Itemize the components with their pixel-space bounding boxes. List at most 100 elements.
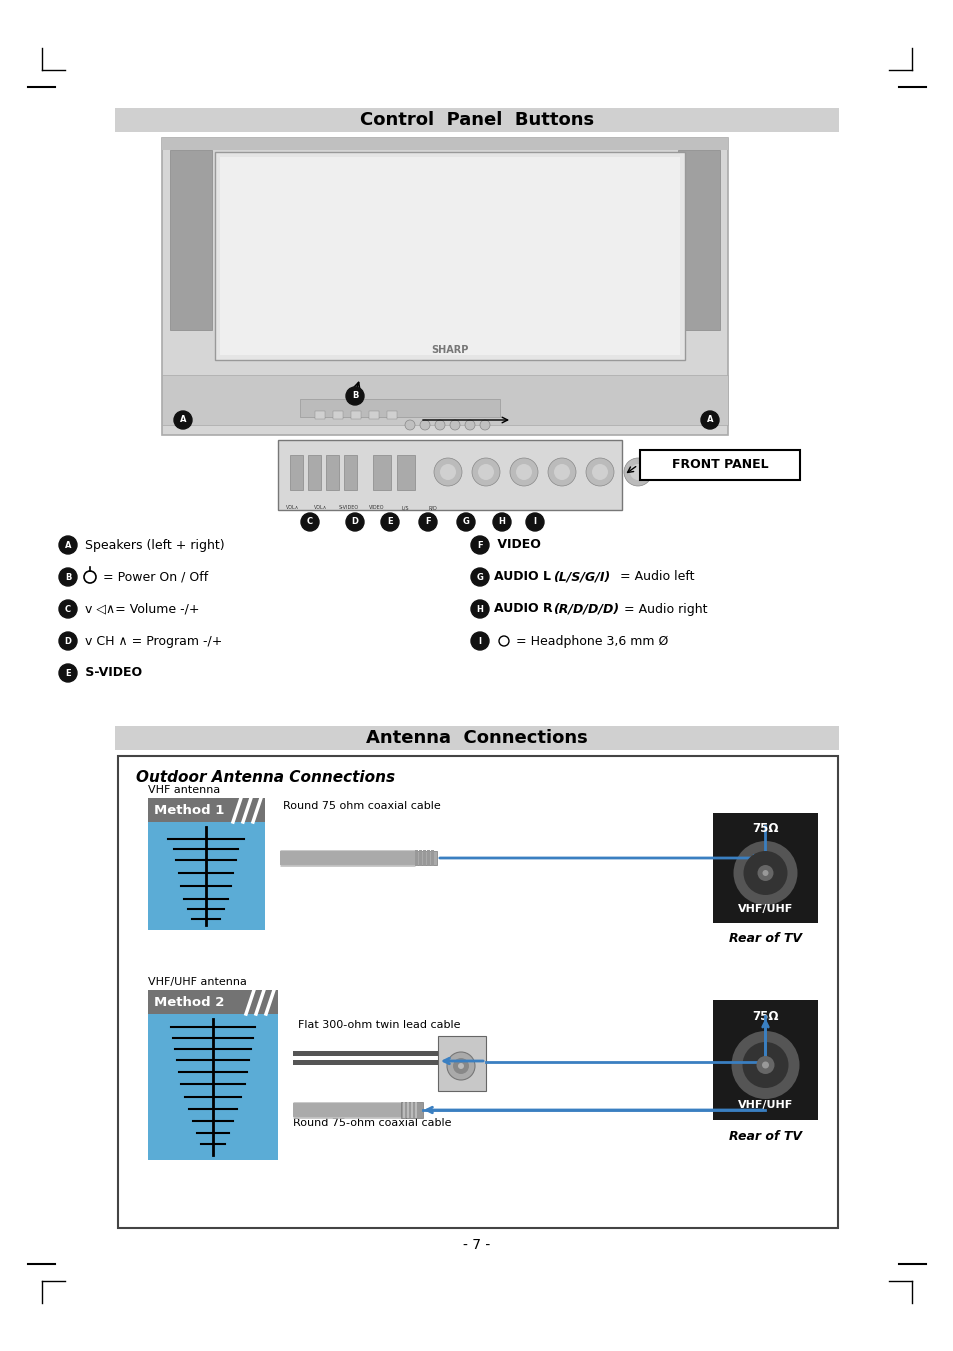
Circle shape bbox=[472, 458, 499, 486]
Bar bbox=[333, 411, 343, 419]
Bar bbox=[162, 138, 727, 150]
Circle shape bbox=[346, 513, 364, 531]
Text: AUDIO R: AUDIO R bbox=[494, 603, 557, 616]
Circle shape bbox=[464, 420, 475, 430]
Text: VOL∧: VOL∧ bbox=[314, 505, 327, 509]
Text: H: H bbox=[476, 604, 483, 613]
Text: (R/D/D/D): (R/D/D/D) bbox=[553, 603, 618, 616]
Circle shape bbox=[757, 865, 773, 881]
Text: Round 75 ohm coaxial cable: Round 75 ohm coaxial cable bbox=[283, 801, 440, 811]
Bar bbox=[118, 757, 837, 1228]
Bar bbox=[422, 850, 426, 866]
Text: S-VIDEO: S-VIDEO bbox=[81, 666, 142, 680]
Bar bbox=[170, 150, 212, 330]
Bar bbox=[308, 455, 320, 490]
Text: VOL∧: VOL∧ bbox=[286, 505, 299, 509]
Bar bbox=[369, 411, 378, 419]
Text: S-VIDEO: S-VIDEO bbox=[338, 505, 358, 509]
Text: G: G bbox=[476, 573, 483, 581]
Text: Method 1: Method 1 bbox=[153, 804, 224, 816]
Bar bbox=[351, 411, 360, 419]
Bar bbox=[407, 1102, 409, 1119]
Text: = Power On / Off: = Power On / Off bbox=[99, 570, 208, 584]
Circle shape bbox=[434, 458, 461, 486]
Bar bbox=[290, 455, 303, 490]
Bar bbox=[415, 1102, 417, 1119]
Text: B: B bbox=[352, 392, 357, 400]
Circle shape bbox=[623, 458, 651, 486]
Bar bbox=[344, 455, 356, 490]
Text: C: C bbox=[307, 517, 313, 527]
Circle shape bbox=[59, 600, 77, 617]
Text: C: C bbox=[65, 604, 71, 613]
Circle shape bbox=[629, 463, 645, 480]
Text: Speakers (left + right): Speakers (left + right) bbox=[81, 539, 224, 551]
Text: SHARP: SHARP bbox=[431, 345, 468, 355]
Circle shape bbox=[173, 411, 192, 430]
Circle shape bbox=[380, 513, 398, 531]
Circle shape bbox=[405, 420, 415, 430]
Text: A: A bbox=[179, 416, 186, 424]
Bar bbox=[326, 455, 338, 490]
Text: I: I bbox=[478, 636, 481, 646]
Bar bbox=[148, 798, 265, 929]
Circle shape bbox=[59, 536, 77, 554]
Circle shape bbox=[547, 458, 576, 486]
Text: FRONT PANEL: FRONT PANEL bbox=[671, 458, 767, 471]
Circle shape bbox=[419, 420, 430, 430]
Text: D: D bbox=[65, 636, 71, 646]
Bar bbox=[396, 455, 415, 490]
Text: A: A bbox=[706, 416, 713, 424]
Text: 75Ω: 75Ω bbox=[752, 823, 778, 835]
Text: A: A bbox=[65, 540, 71, 550]
Bar bbox=[148, 798, 265, 821]
Circle shape bbox=[471, 600, 489, 617]
Text: E: E bbox=[65, 669, 71, 677]
Bar bbox=[415, 851, 436, 865]
Text: Method 2: Method 2 bbox=[153, 996, 224, 1008]
Circle shape bbox=[471, 567, 489, 586]
Text: F: F bbox=[476, 540, 482, 550]
Text: B: B bbox=[65, 573, 71, 581]
Bar bbox=[431, 850, 434, 866]
Bar bbox=[437, 1035, 485, 1090]
Bar bbox=[148, 990, 277, 1015]
Text: v CH ∧ = Program -/+: v CH ∧ = Program -/+ bbox=[81, 635, 222, 647]
Bar bbox=[411, 1102, 413, 1119]
Circle shape bbox=[761, 870, 768, 875]
Bar bbox=[373, 455, 391, 490]
Text: = Headphone 3,6 mm Ø: = Headphone 3,6 mm Ø bbox=[512, 635, 668, 647]
Circle shape bbox=[456, 513, 475, 531]
Text: (L/S/G/I): (L/S/G/I) bbox=[553, 570, 610, 584]
Circle shape bbox=[457, 1063, 463, 1069]
Circle shape bbox=[585, 458, 614, 486]
Text: 75Ω: 75Ω bbox=[752, 1009, 778, 1023]
Text: VHF antenna: VHF antenna bbox=[148, 785, 220, 794]
Circle shape bbox=[756, 1056, 774, 1074]
Circle shape bbox=[59, 567, 77, 586]
Text: VIDEO: VIDEO bbox=[369, 505, 384, 509]
Circle shape bbox=[700, 411, 719, 430]
Bar bbox=[277, 440, 621, 509]
Text: VHF/UHF: VHF/UHF bbox=[737, 1100, 792, 1111]
Bar bbox=[402, 1102, 405, 1119]
Bar bbox=[293, 1061, 442, 1065]
Bar bbox=[415, 850, 417, 866]
Text: VHF/UHF antenna: VHF/UHF antenna bbox=[148, 977, 247, 988]
Bar bbox=[418, 850, 421, 866]
Bar bbox=[148, 990, 277, 1161]
Bar bbox=[115, 725, 838, 750]
Text: G: G bbox=[462, 517, 469, 527]
Text: Control  Panel  Buttons: Control Panel Buttons bbox=[359, 111, 594, 128]
Circle shape bbox=[477, 463, 494, 480]
Bar bbox=[162, 138, 727, 435]
Circle shape bbox=[447, 1052, 475, 1079]
Bar bbox=[387, 411, 396, 419]
Bar bbox=[400, 1102, 422, 1119]
Bar bbox=[678, 150, 720, 330]
Text: H: H bbox=[498, 517, 505, 527]
Text: Rear of TV: Rear of TV bbox=[728, 1129, 801, 1143]
Circle shape bbox=[439, 463, 456, 480]
Circle shape bbox=[742, 851, 786, 894]
Bar bbox=[293, 1051, 442, 1056]
